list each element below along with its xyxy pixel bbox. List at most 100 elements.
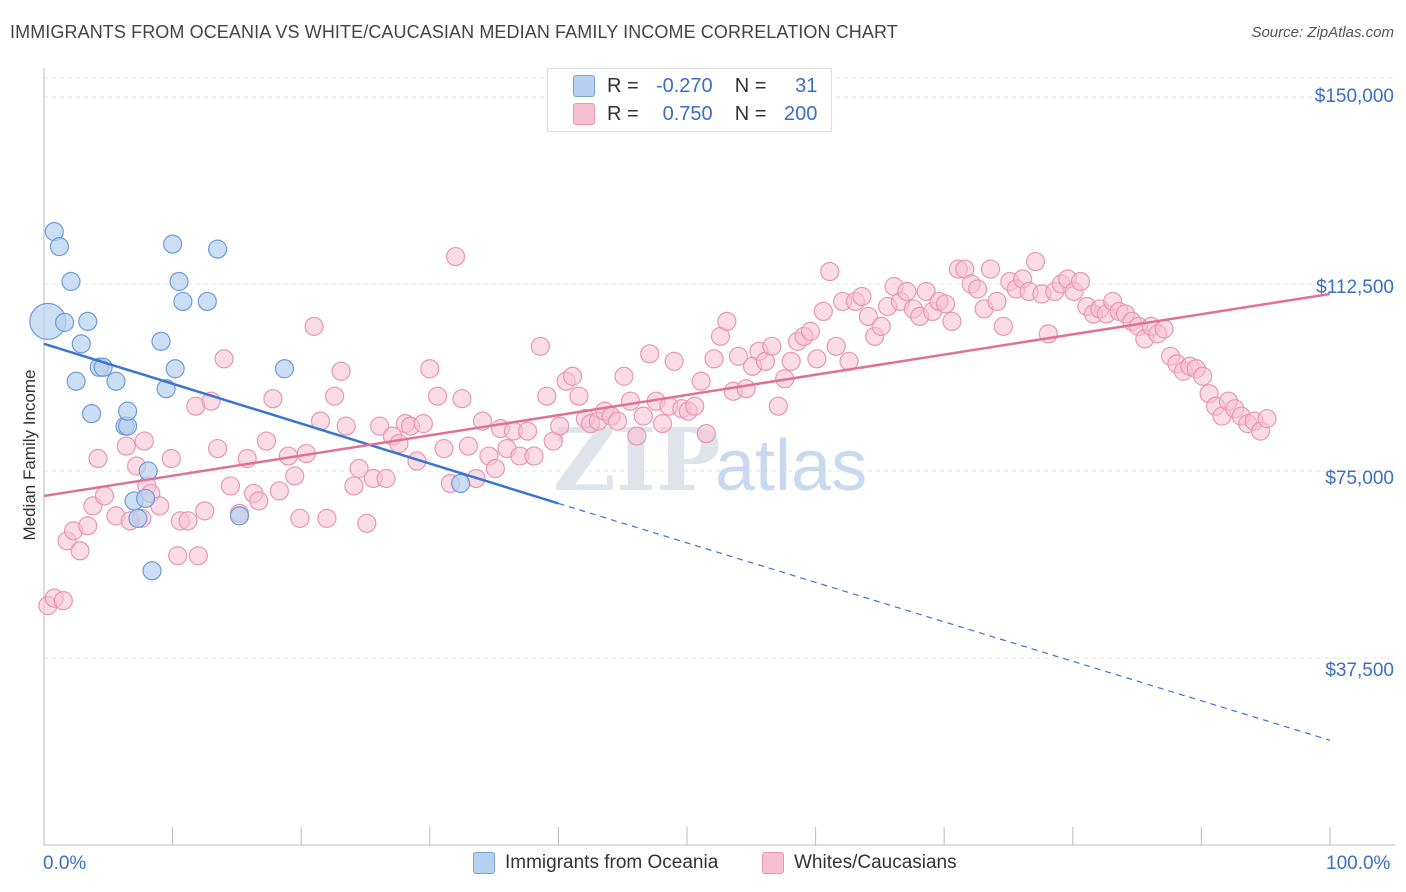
series-immigrants-from-oceania [29,222,471,581]
data-point-white [317,508,337,528]
data-point-oceania [71,334,91,354]
data-point-white [1154,319,1174,339]
legend-item-whites[interactable]: Whites/Caucasians [762,852,957,874]
data-point-white [325,386,345,406]
data-point-white [562,366,583,386]
data-point-white [704,349,724,369]
data-point-white [916,281,936,302]
r-label: R = [607,102,639,125]
data-point-white [427,386,448,406]
data-point-white [420,359,440,379]
data-point-white [736,379,756,399]
data-point-white [852,286,872,307]
n-value: 31 [795,74,818,97]
r-value: -0.270 [655,74,713,97]
data-point-white [607,411,628,431]
data-point-white [696,424,716,444]
data-point-white [781,351,801,371]
data-point-oceania [165,359,185,379]
source-label: Source: ZipAtlas.com [1251,24,1394,41]
data-point-white [993,316,1013,336]
trend-line-whites [43,292,1331,498]
y-axis-label: Median Family Income [20,369,39,541]
trend-line-oceania [43,342,559,505]
data-point-white [434,438,454,459]
correlation-legend: R = -0.270 N = 31 R = 0.750 N = 200 [547,68,832,132]
legend-label: Whites/Caucasians [794,852,957,873]
data-point-oceania [78,311,98,331]
data-point-oceania [138,461,158,481]
data-point-white [800,321,821,341]
data-point-white [413,414,433,434]
data-point-white [1257,409,1277,429]
data-point-white [53,591,73,611]
data-point-white [820,261,840,282]
data-point-white [530,336,550,356]
data-point-oceania [66,371,86,391]
data-point-white [249,491,269,511]
n-value: 200 [784,102,818,125]
data-point-white [304,316,324,336]
data-point-oceania [229,506,250,526]
data-point-white [78,516,98,536]
data-point-white [1193,366,1213,386]
data-point-white [627,426,647,446]
data-point-white [370,416,390,436]
legend-swatch [573,75,595,97]
data-point-oceania [117,401,138,421]
data-point-oceania [173,291,193,312]
data-point-white [807,349,827,369]
data-point-white [220,476,241,496]
data-point-white [968,279,988,299]
legend-swatch [473,852,495,874]
data-point-white [652,414,673,434]
data-point-white [256,431,277,451]
data-point-white [762,336,782,356]
data-point-white [691,371,711,391]
data-point-white [349,458,369,479]
data-point-white [195,501,215,521]
watermark-zip: ZIP [553,410,721,511]
data-point-white [134,431,154,451]
data-point-white [685,396,705,416]
data-point-white [717,311,737,331]
data-point-oceania [81,404,102,424]
data-point-white [980,259,1001,279]
data-point-oceania [106,371,126,391]
trend-line-oceania-projection [558,502,1331,741]
data-point-oceania [208,239,228,259]
data-point-white [178,511,198,531]
legend-row-whites: R = 0.750 N = 200 [573,100,817,128]
legend-swatch [573,103,595,125]
data-point-white [485,458,505,479]
y-tick-label: $75,000 [1325,468,1394,489]
y-tick-label: $112,500 [1316,277,1394,298]
data-point-white [858,306,878,327]
data-point-white [524,446,544,466]
trend-lines [43,292,1331,741]
data-point-oceania [151,331,171,351]
data-point-white [569,386,589,406]
x-tick-label: 0.0% [43,853,87,874]
legend-item-oceania[interactable]: Immigrants from Oceania [473,852,718,874]
data-point-white [452,389,472,409]
data-point-white [208,438,228,459]
data-point-white [1070,271,1091,292]
data-point-oceania [169,271,189,292]
data-point-oceania [54,312,75,332]
data-point-white [344,476,364,496]
data-point-white [633,406,653,426]
data-point-white [445,246,466,267]
data-point-white [935,294,956,314]
data-point-white [70,541,90,561]
data-point-white [336,416,356,436]
data-point-oceania [128,508,148,528]
data-point-white [269,481,289,501]
y-tick-label: $150,000 [1314,86,1394,107]
data-point-oceania [197,291,217,312]
data-point-oceania [274,359,295,379]
data-point-white [768,396,788,416]
data-point-oceania [49,237,70,257]
data-point-white [168,546,188,566]
